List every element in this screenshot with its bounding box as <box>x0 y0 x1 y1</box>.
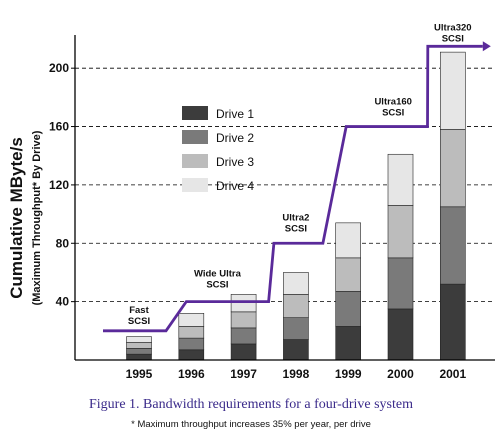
legend-label: Drive 3 <box>216 155 254 169</box>
interface-label-line2: SCSI <box>128 316 150 327</box>
x-tick-label: 1995 <box>126 367 153 381</box>
interface-label-line1: Fast <box>129 305 149 316</box>
bar-segment <box>283 294 309 318</box>
y-axis-title: Cumulative MByte/s <box>7 137 26 299</box>
y-axis-label: Cumulative MByte/s <box>7 137 26 299</box>
legend-swatch <box>182 130 208 144</box>
interface-label-line1: Ultra2 <box>282 212 309 223</box>
legend-swatch <box>182 106 208 120</box>
throughput-arrowhead <box>482 41 491 52</box>
x-tick-label: 1999 <box>335 367 362 381</box>
bar-segment <box>439 206 466 285</box>
bar-segment <box>126 342 152 349</box>
bar-segment <box>126 348 152 355</box>
gridlines <box>75 67 495 303</box>
bar-segment <box>387 257 414 310</box>
legend-swatch <box>182 178 208 192</box>
max-throughput-line <box>103 41 491 333</box>
interface-label-line2: SCSI <box>442 33 464 44</box>
bar-segment <box>178 337 205 351</box>
bar-segment <box>335 326 362 361</box>
bar-segment <box>387 308 414 361</box>
y-ticks: 40 80 120 160 200 <box>49 61 75 309</box>
bar-segment <box>439 51 466 130</box>
legend-label: Drive 1 <box>216 107 254 121</box>
x-ticks: 1995 1996 1997 1998 1999 2000 2001 <box>126 367 467 381</box>
interface-label-line2: SCSI <box>382 108 404 119</box>
interface-label-line1: Wide Ultra <box>194 269 242 280</box>
x-tick-label: 2001 <box>439 367 466 381</box>
bar-segment <box>230 327 257 345</box>
bar-segment <box>178 349 205 361</box>
bar-segment <box>439 283 466 361</box>
x-tick-label: 1998 <box>283 367 310 381</box>
bar-segment <box>439 129 466 208</box>
bar-segment <box>230 294 257 313</box>
bar-segment <box>387 205 414 259</box>
bar-segment <box>387 153 414 206</box>
interface-label-line1: Ultra320 <box>434 22 472 33</box>
y-tick-label: 200 <box>49 61 69 75</box>
figure-caption: Figure 1. Bandwidth requirements for a f… <box>89 397 413 412</box>
y-tick-label: 160 <box>49 120 69 134</box>
x-tick-label: 1996 <box>178 367 205 381</box>
bar-segment <box>283 339 309 361</box>
bar-segment <box>283 317 309 340</box>
y-axis-subtitle: (Maximum Throughput* By Drive) <box>31 130 43 305</box>
bandwidth-chart: Cumulative MByte/s (Maximum Throughput* … <box>7 22 495 381</box>
bar-segment <box>335 257 362 292</box>
bar-segment <box>230 311 257 329</box>
bar-segment <box>230 343 257 361</box>
interface-label-line2: SCSI <box>206 280 228 291</box>
bar-segment <box>335 291 362 327</box>
axes <box>74 35 495 361</box>
y-tick-label: 80 <box>56 236 70 250</box>
legend: Drive 1 Drive 2 Drive 3 Drive 4 <box>182 106 254 193</box>
x-tick-label: 2000 <box>387 367 414 381</box>
y-tick-label: 40 <box>56 295 70 309</box>
throughput-step-line <box>103 44 483 333</box>
legend-label: Drive 2 <box>216 131 254 145</box>
bar-segment <box>283 272 309 295</box>
x-tick-label: 1997 <box>230 367 257 381</box>
bar-segment <box>126 336 152 343</box>
bar-segment <box>126 353 152 361</box>
bar-segment <box>178 313 205 327</box>
bar-segment <box>178 326 205 339</box>
interface-label-line2: SCSI <box>285 223 307 234</box>
legend-label: Drive 4 <box>216 179 254 193</box>
interface-label-line1: Ultra160 <box>374 97 412 108</box>
y-tick-label: 120 <box>49 178 69 192</box>
bars <box>126 51 466 361</box>
footnote: * Maximum throughput increases 35% per y… <box>131 419 371 430</box>
bar-segment <box>335 222 362 259</box>
legend-swatch <box>182 154 208 168</box>
y-axis-sublabel: (Maximum Throughput* By Drive) <box>31 130 43 305</box>
